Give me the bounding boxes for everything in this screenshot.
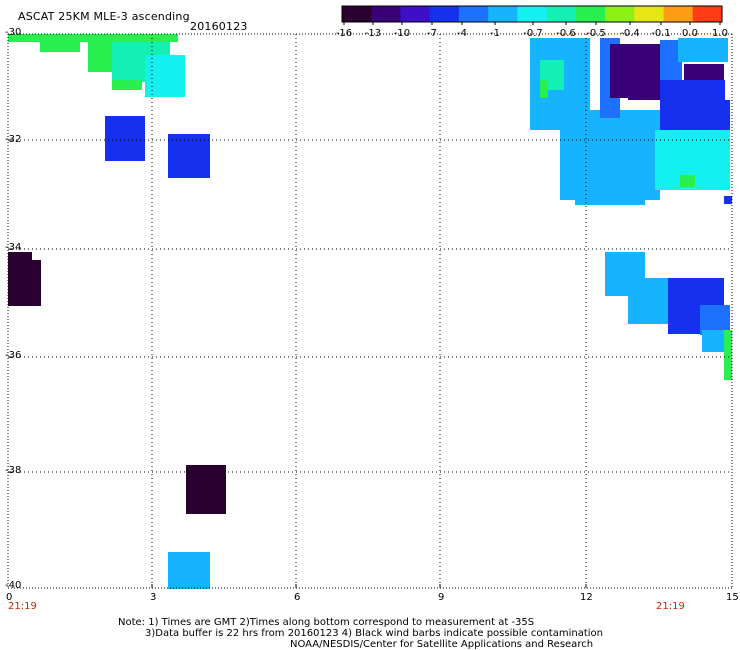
grid-lines — [8, 34, 732, 588]
x-label-15: 15 — [726, 592, 739, 603]
x-label-3: 3 — [150, 592, 157, 603]
y-label-34: -34 — [5, 242, 22, 253]
time-label-right: 21:19 — [656, 601, 685, 612]
data-cell — [88, 42, 113, 72]
map-title: ASCAT 25KM MLE-3 ascending — [18, 10, 190, 23]
colorbar-swatch — [663, 6, 694, 22]
data-cell — [660, 40, 682, 80]
colorbar-swatch — [429, 6, 460, 22]
data-cell — [8, 34, 178, 42]
data-cell — [40, 42, 80, 52]
colorbar-swatch — [488, 6, 518, 22]
colorbar-label: -13 — [365, 28, 381, 39]
data-cell — [628, 90, 663, 100]
data-cell — [105, 116, 145, 161]
data-cell — [30, 260, 41, 306]
colorbar-swatch — [458, 6, 489, 22]
data-cell — [150, 80, 175, 95]
map-date: 20160123 — [190, 20, 248, 33]
y-label-30: -30 — [5, 27, 22, 38]
colorbar-swatch — [342, 6, 372, 22]
data-cell — [724, 330, 732, 380]
colorbar-swatch — [634, 6, 665, 22]
y-label-38: -38 — [5, 465, 22, 476]
data-cell — [8, 252, 32, 306]
data-cell — [168, 134, 210, 178]
data-cell — [680, 175, 695, 187]
x-label-0: 0 — [6, 592, 13, 603]
data-cell — [540, 80, 548, 98]
data-cell — [628, 278, 670, 324]
data-cell — [670, 100, 730, 135]
plot-frame — [7, 33, 733, 589]
data-cell — [724, 196, 732, 204]
note-line-3: NOAA/NESDIS/Center for Satellite Applica… — [290, 639, 594, 650]
x-label-9: 9 — [438, 592, 445, 603]
data-cell — [702, 330, 726, 352]
colorbar-swatch — [371, 6, 401, 22]
colorbar: -16 -13 -10 -7 -4 -1 -0.7 -0.6 -0.5 -0.4 -0.1 0.0 1.… — [336, 5, 728, 39]
colorbar-swatch — [400, 6, 431, 22]
note-line-2: 3)Data buffer is 22 hrs from 20160123 4)… — [145, 628, 603, 639]
x-label-6: 6 — [294, 592, 301, 603]
data-cell — [678, 38, 700, 62]
data-cell — [112, 80, 142, 90]
colorbar-swatch — [575, 6, 606, 22]
x-label-12: 12 — [580, 592, 593, 603]
data-cell — [186, 465, 226, 514]
colorbar-swatch — [692, 6, 723, 22]
data-cell — [168, 552, 210, 589]
data-cell — [610, 44, 668, 98]
data-cells — [8, 34, 732, 589]
colorbar-swatch — [546, 6, 577, 22]
data-cell — [575, 185, 645, 205]
time-label-left: 21:19 — [8, 601, 37, 612]
y-label-36: -36 — [5, 350, 22, 361]
data-cell — [700, 38, 728, 62]
colorbar-label: -0.1 — [651, 28, 671, 39]
y-label-32: -32 — [5, 134, 22, 145]
note-line-1: Note: 1) Times are GMT 2)Times along bot… — [118, 617, 535, 628]
y-label-40: -40 — [5, 580, 22, 591]
colorbar-swatch — [605, 6, 635, 22]
colorbar-swatch — [517, 6, 548, 22]
